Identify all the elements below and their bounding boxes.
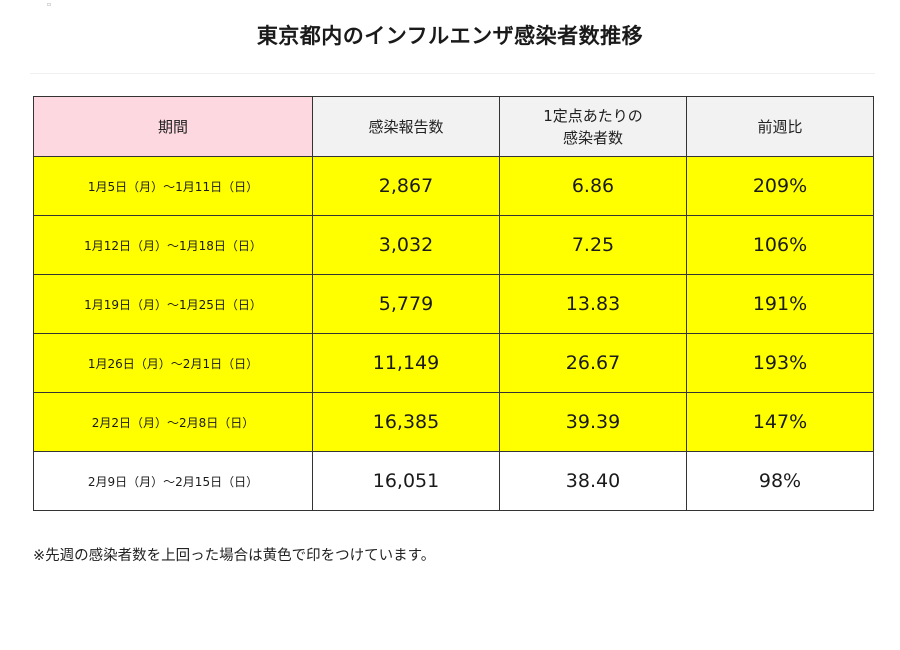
per-site-cell: 6.86 <box>499 156 687 216</box>
reports-cell: 3,032 <box>312 215 500 275</box>
corner-mark: ▫ <box>47 1 52 8</box>
week-over-week-cell: 191% <box>686 274 874 334</box>
table-row: 2月2日（月）～2月8日（日） 16,385 39.39 147% <box>33 392 874 452</box>
title-divider <box>30 73 875 74</box>
table-header-row: 期間 感染報告数 1定点あたりの 感染者数 前週比 <box>33 96 874 157</box>
table-row: 1月26日（月）～2月1日（日） 11,149 26.67 193% <box>33 333 874 393</box>
per-site-cell: 13.83 <box>499 274 687 334</box>
header-per-site-line1: 1定点あたりの <box>543 106 643 125</box>
period-cell: 1月19日（月）～1月25日（日） <box>33 274 313 334</box>
per-site-cell: 39.39 <box>499 392 687 452</box>
period-cell: 1月5日（月）～1月11日（日） <box>33 156 313 216</box>
period-cell: 1月12日（月）～1月18日（日） <box>33 215 313 275</box>
reports-cell: 11,149 <box>312 333 500 393</box>
period-cell: 2月9日（月）～2月15日（日） <box>33 451 313 511</box>
table-row: 1月19日（月）～1月25日（日） 5,779 13.83 191% <box>33 274 874 334</box>
reports-cell: 16,051 <box>312 451 500 511</box>
week-over-week-cell: 98% <box>686 451 874 511</box>
table-body: 1月5日（月）～1月11日（日） 2,867 6.86 209% 1月12日（月）～1月… <box>33 156 874 511</box>
header-period: 期間 <box>33 96 313 157</box>
period-cell: 1月26日（月）～2月1日（日） <box>33 333 313 393</box>
header-reports: 感染報告数 <box>312 96 500 157</box>
table-row: 2月9日（月）～2月15日（日） 16,051 38.40 98% <box>33 451 874 511</box>
header-per-site-line2: 感染者数 <box>562 128 623 147</box>
page-title: 東京都内のインフルエンザ感染者数推移 <box>256 24 644 48</box>
per-site-cell: 7.25 <box>499 215 687 275</box>
table-row: 1月12日（月）～1月18日（日） 3,032 7.25 106% <box>33 215 874 275</box>
week-over-week-cell: 193% <box>686 333 874 393</box>
footnote: ※先週の感染者数を上回った場合は黄色で印をつけています。 <box>33 548 436 564</box>
reports-cell: 16,385 <box>312 392 500 452</box>
header-week-over-week: 前週比 <box>686 96 874 157</box>
header-per-site: 1定点あたりの 感染者数 <box>499 96 687 157</box>
reports-cell: 5,779 <box>312 274 500 334</box>
table-row: 1月5日（月）～1月11日（日） 2,867 6.86 209% <box>33 156 874 216</box>
period-cell: 2月2日（月）～2月8日（日） <box>33 392 313 452</box>
week-over-week-cell: 147% <box>686 392 874 452</box>
week-over-week-cell: 209% <box>686 156 874 216</box>
week-over-week-cell: 106% <box>686 215 874 275</box>
influenza-table: 期間 感染報告数 1定点あたりの 感染者数 前週比 1月5日（月）～1月11日（… <box>33 96 874 511</box>
reports-cell: 2,867 <box>312 156 500 216</box>
per-site-cell: 26.67 <box>499 333 687 393</box>
per-site-cell: 38.40 <box>499 451 687 511</box>
